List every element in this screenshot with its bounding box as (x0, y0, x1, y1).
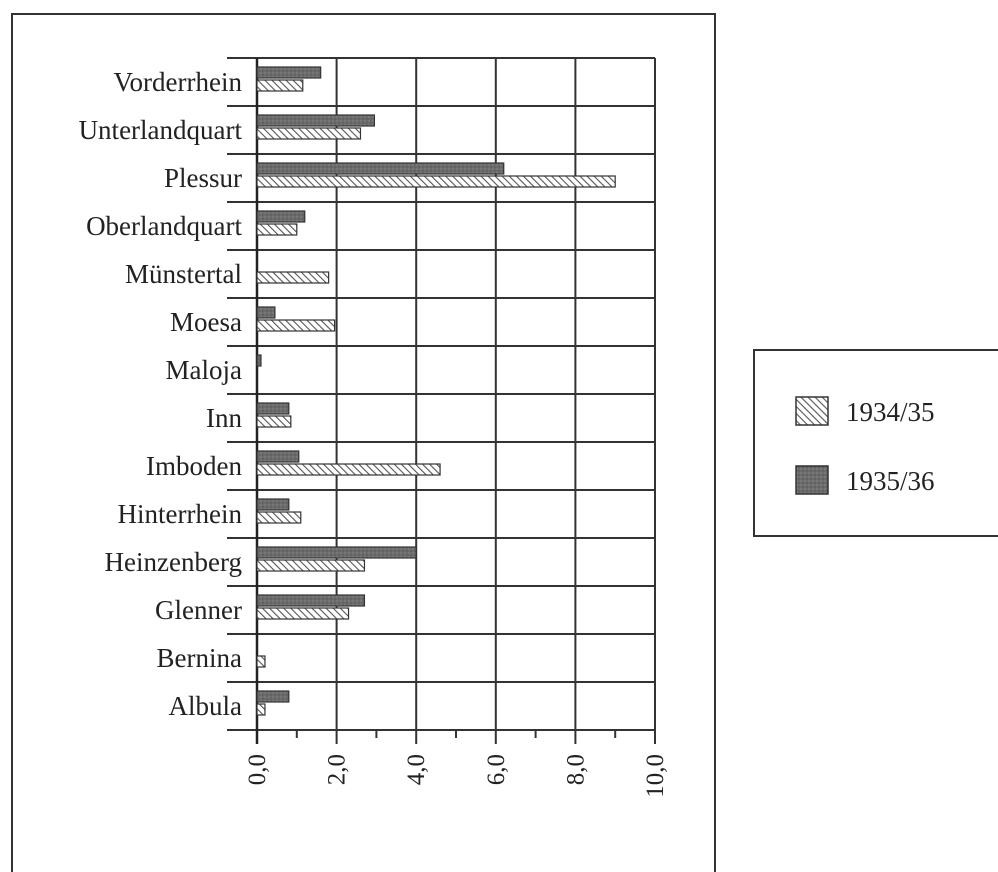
x-tick-label-0: 0,0 (244, 754, 271, 785)
bar-1935-36-plessur (256, 162, 505, 175)
legend: 1934/35 1935/36 (753, 349, 998, 537)
axes (255, 58, 656, 744)
category-labels: Albula Bernina Glenner Heinzenberg Hinterrhe… (79, 67, 243, 721)
bar-1935-36-heinzenberg (256, 546, 417, 559)
bar-1934-35-imboden (256, 463, 441, 476)
category-label-hinterrhein: Hinterrhein (118, 499, 243, 529)
bar-1935-36-maloja (256, 354, 262, 367)
bar-1935-36-glenner (256, 594, 366, 607)
category-label-glenner: Glenner (155, 595, 242, 625)
category-label-heinzenberg: Heinzenberg (105, 547, 242, 577)
bar-1934-35-plessur (256, 175, 616, 188)
legend-box (753, 349, 998, 537)
legend-swatch-1934-35 (795, 396, 829, 426)
bar-1934-35-glenner (256, 607, 350, 620)
category-label-vorderrhein: Vorderrhein (114, 67, 243, 97)
category-label-plessur: Plessur (164, 163, 242, 193)
x-tick-label-3: 6,0 (483, 754, 510, 785)
bar-1934-35-heinzenberg (256, 559, 366, 572)
x-tick-label-2: 4,0 (403, 754, 430, 785)
category-label-inn: Inn (206, 403, 242, 433)
bar-1934-35-hinterrhein (256, 511, 302, 524)
grid (227, 57, 656, 731)
category-label-moesa: Moesa (170, 307, 242, 337)
category-label-maloja: Maloja (166, 355, 242, 385)
bars (256, 66, 616, 716)
category-label-albula: Albula (169, 691, 243, 721)
category-label-imboden: Imboden (146, 451, 242, 481)
bar-1934-35-vorderrhein (256, 79, 304, 92)
bar-1934-35-albula (256, 703, 266, 716)
legend-swatch-1935-36 (795, 465, 829, 495)
bar-1935-36-imboden (256, 450, 300, 463)
bar-1934-35-bernina (256, 655, 266, 668)
bar-1935-36-vorderrhein (256, 66, 322, 79)
bar-1935-36-albula (256, 690, 290, 703)
x-tick-label-1: 2,0 (324, 754, 351, 785)
bar-1935-36-unterlandquart (256, 114, 376, 127)
category-label-oberlandquart: Oberlandquart (86, 211, 242, 241)
x-tick-label-5: 10,0 (642, 754, 669, 798)
legend-label-1934-35: 1934/35 (846, 397, 935, 427)
category-label-münstertal: Münstertal (125, 259, 242, 289)
bar-1935-36-moesa (256, 306, 276, 319)
x-tick-labels: 0,0 2,0 4,0 6,0 8,0 10,0 (244, 754, 669, 798)
chart-frame (11, 13, 716, 872)
bar-1934-35-münstertal (256, 271, 330, 284)
bar-1935-36-hinterrhein (256, 498, 290, 511)
bar-1934-35-inn (256, 415, 292, 428)
bar-1934-35-moesa (256, 319, 336, 332)
category-label-unterlandquart: Unterlandquart (79, 115, 243, 145)
bar-1934-35-oberlandquart (256, 223, 298, 236)
bar-1934-35-unterlandquart (256, 127, 362, 140)
category-label-bernina: Bernina (157, 643, 242, 673)
bar-1935-36-oberlandquart (256, 210, 306, 223)
legend-label-1935-36: 1935/36 (846, 466, 935, 496)
bar-1935-36-inn (256, 402, 290, 415)
x-tick-label-4: 8,0 (562, 754, 589, 785)
